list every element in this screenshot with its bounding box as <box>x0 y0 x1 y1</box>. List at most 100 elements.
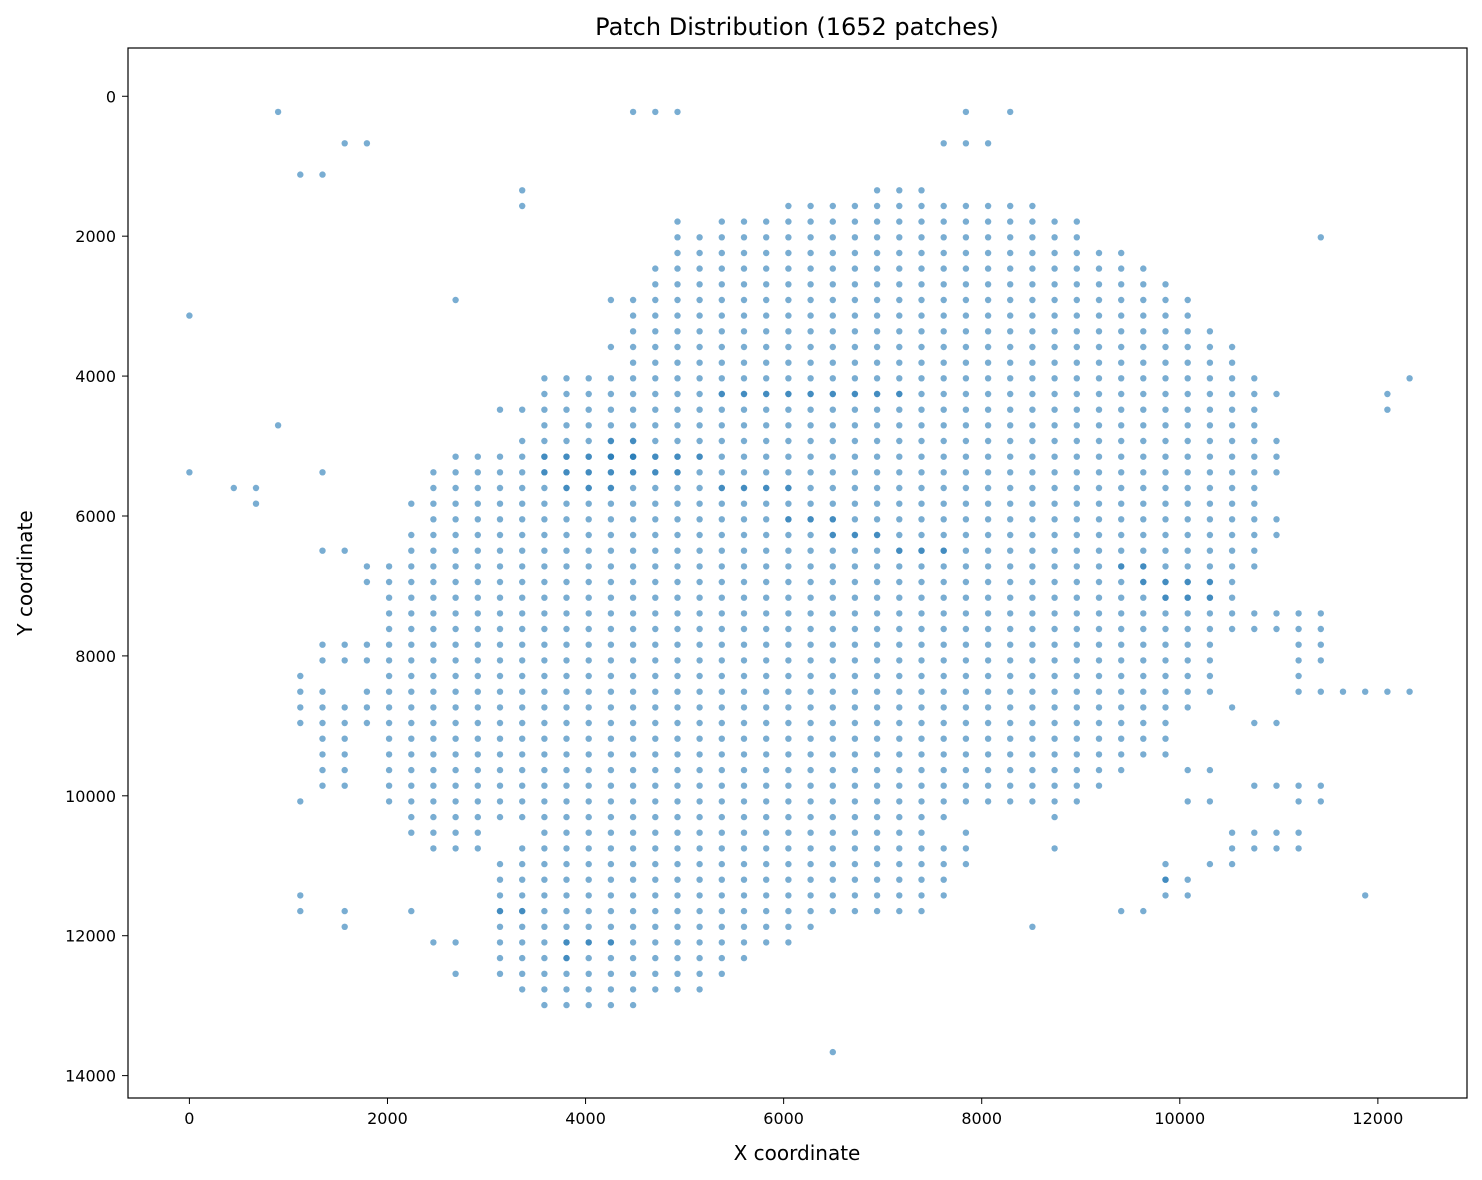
scatter-point <box>785 375 792 382</box>
scatter-point <box>1206 343 1214 351</box>
scatter-point <box>696 422 703 429</box>
scatter-point <box>629 516 637 523</box>
scatter-point <box>541 375 548 382</box>
scatter-point <box>363 140 371 147</box>
scatter-point <box>1007 375 1014 382</box>
scatter-point <box>1007 328 1014 335</box>
scatter-point <box>1051 563 1058 570</box>
scatter-point <box>607 970 615 977</box>
scatter-point <box>696 892 703 899</box>
scatter-point <box>385 657 393 664</box>
scatter-point <box>474 829 481 836</box>
scatter-point <box>1273 531 1280 539</box>
scatter-point <box>763 531 770 539</box>
scatter-point <box>1339 688 1347 695</box>
scatter-point <box>430 469 437 476</box>
scatter-point <box>829 892 836 899</box>
scatter-point <box>763 390 770 398</box>
scatter-point <box>873 610 881 617</box>
scatter-point <box>585 939 592 946</box>
scatter-point <box>1162 422 1169 429</box>
scatter-point <box>940 672 947 680</box>
scatter-point <box>763 625 770 633</box>
scatter-point <box>962 610 970 617</box>
scatter-point <box>807 813 814 821</box>
scatter-point <box>519 484 526 492</box>
scatter-point <box>607 735 615 742</box>
scatter-point <box>718 829 725 836</box>
scatter-point <box>984 782 992 789</box>
scatter-point <box>1140 547 1147 554</box>
scatter-point <box>1051 516 1058 523</box>
scatter-point <box>1118 265 1125 272</box>
scatter-point <box>1051 218 1058 225</box>
scatter-point <box>1029 390 1036 398</box>
scatter-point <box>851 735 859 742</box>
scatter-point <box>629 813 637 821</box>
scatter-point <box>785 500 792 507</box>
scatter-point <box>896 704 903 711</box>
scatter-point <box>851 469 859 476</box>
scatter-point <box>851 500 859 507</box>
scatter-point <box>740 578 748 586</box>
scatter-point <box>763 766 770 774</box>
scatter-point <box>629 986 637 993</box>
scatter-point <box>807 641 814 648</box>
scatter-point <box>984 625 992 633</box>
scatter-point <box>585 625 592 633</box>
scatter-point <box>1140 312 1147 319</box>
scatter-point <box>918 500 925 507</box>
scatter-point <box>807 845 814 852</box>
scatter-point <box>1073 516 1081 523</box>
scatter-point <box>541 422 548 429</box>
scatter-point <box>607 437 615 445</box>
scatter-point <box>1140 578 1147 586</box>
scatter-point <box>696 907 703 915</box>
scatter-point <box>541 876 548 883</box>
scatter-point <box>319 735 326 742</box>
scatter-point <box>563 876 570 883</box>
scatter-point <box>763 563 770 570</box>
scatter-point <box>984 281 992 288</box>
scatter-point <box>873 751 881 758</box>
scatter-point <box>807 281 814 288</box>
scatter-point <box>940 876 947 883</box>
scatter-point <box>541 735 548 742</box>
scatter-point <box>962 594 970 601</box>
scatter-point <box>474 704 481 711</box>
scatter-point <box>829 735 836 742</box>
scatter-point <box>918 328 925 335</box>
scatter-point <box>563 453 570 460</box>
scatter-point <box>607 845 615 852</box>
scatter-point <box>785 782 792 789</box>
scatter-point <box>563 813 570 821</box>
scatter-point <box>1228 375 1236 382</box>
scatter-point <box>1206 625 1214 633</box>
scatter-point <box>452 484 459 492</box>
scatter-point <box>519 672 526 680</box>
scatter-point <box>962 406 970 413</box>
scatter-point <box>984 218 992 225</box>
scatter-point <box>1007 265 1014 272</box>
scatter-point <box>519 563 526 570</box>
scatter-point <box>785 469 792 476</box>
scatter-point <box>718 860 725 868</box>
scatter-point <box>918 343 925 351</box>
scatter-point <box>541 594 548 601</box>
scatter-point <box>763 641 770 648</box>
scatter-point <box>1029 594 1036 601</box>
scatter-point <box>785 328 792 335</box>
scatter-point <box>718 751 725 758</box>
scatter-point <box>763 281 770 288</box>
scatter-point <box>297 171 304 178</box>
scatter-point <box>1118 594 1125 601</box>
scatter-point <box>585 563 592 570</box>
scatter-point <box>740 547 748 554</box>
scatter-point <box>851 453 859 460</box>
scatter-point <box>519 923 526 930</box>
scatter-point <box>1162 641 1169 648</box>
scatter-point <box>940 563 947 570</box>
scatter-point <box>629 390 637 398</box>
scatter-point <box>696 375 703 382</box>
